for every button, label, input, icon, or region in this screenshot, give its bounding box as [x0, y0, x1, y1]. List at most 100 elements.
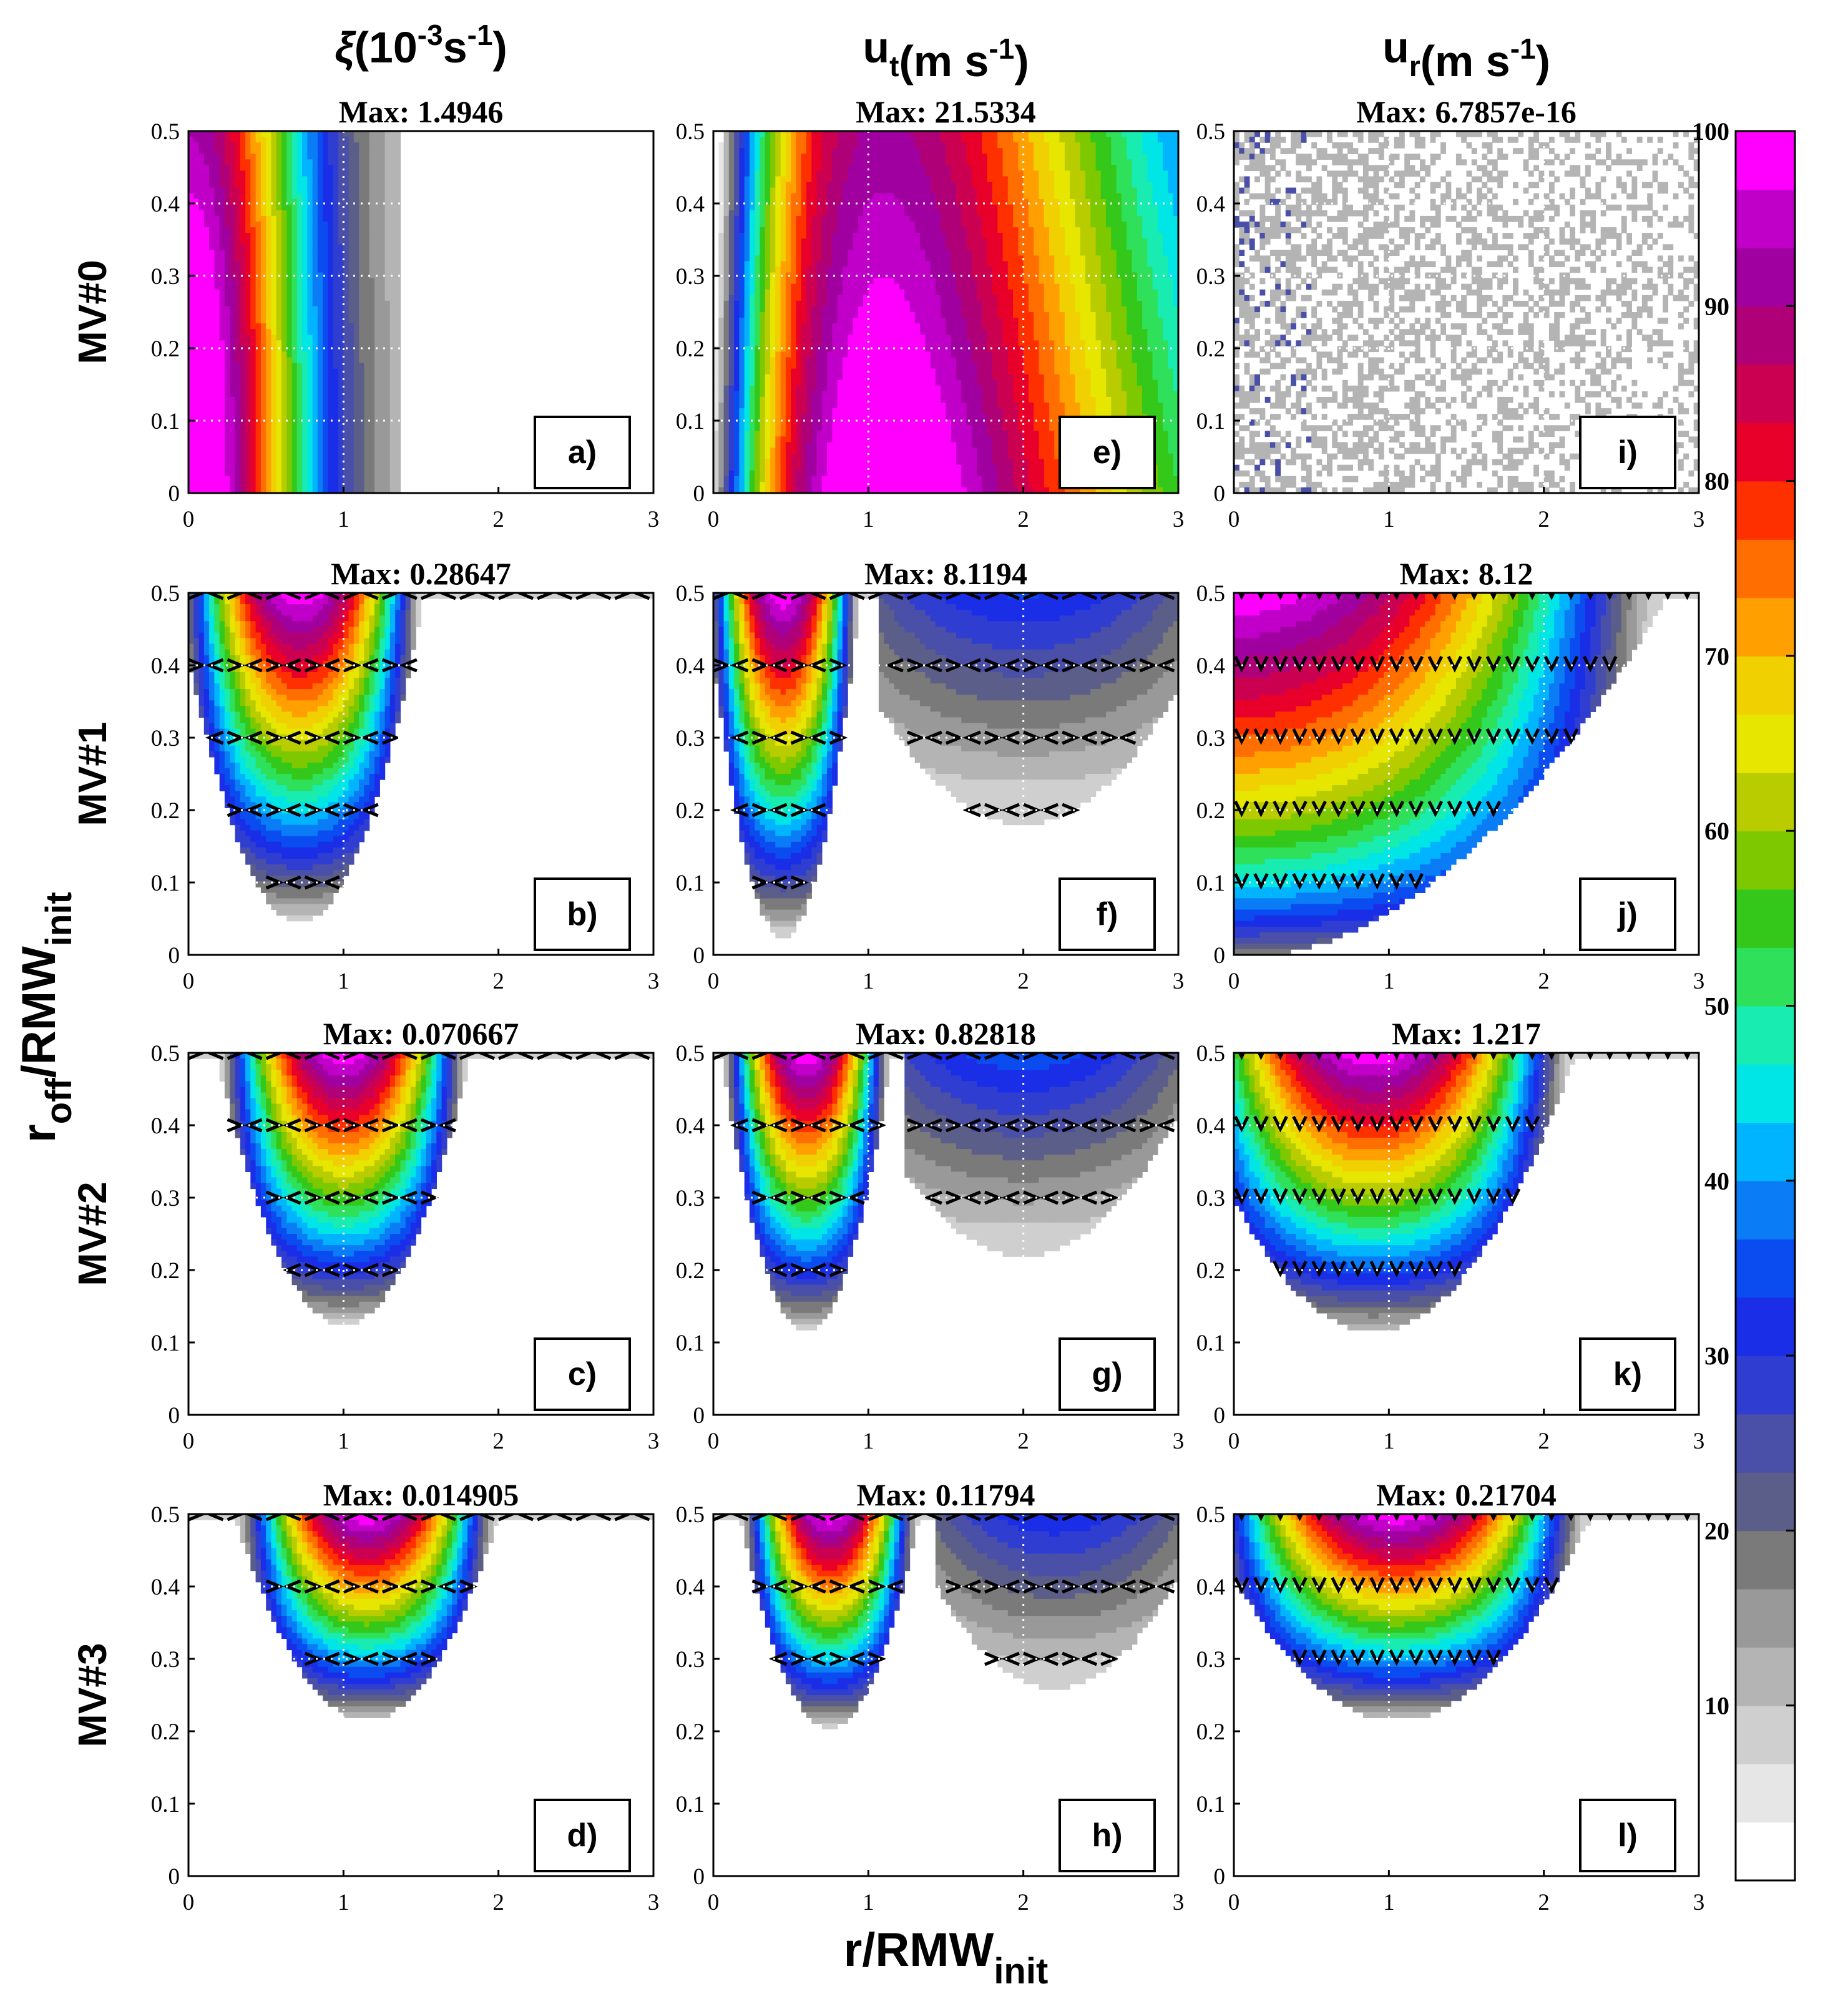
contour-cell — [291, 599, 298, 605]
contour-cell — [240, 1149, 246, 1155]
contour-cell — [250, 238, 257, 245]
contour-cell — [224, 768, 230, 775]
contour-cell — [188, 357, 194, 364]
contour-cell — [203, 351, 210, 358]
contour-cell — [188, 170, 194, 177]
contour-cell — [250, 672, 257, 678]
contour-cell — [328, 137, 334, 143]
contour-cell — [359, 768, 365, 775]
contour-cell — [384, 193, 391, 200]
contour-cell — [379, 312, 386, 318]
contour-cell — [240, 357, 246, 364]
contour-cell — [369, 408, 375, 414]
contour-cell — [235, 1058, 241, 1065]
contour-cell — [188, 318, 194, 324]
contour-cell — [250, 740, 257, 746]
contour-cell — [271, 278, 277, 285]
contour-cell — [343, 621, 350, 627]
contour-cell — [369, 689, 375, 695]
contour-cell — [245, 453, 251, 460]
contour-cell — [255, 706, 262, 712]
contour-cell — [323, 351, 329, 358]
contour-cell — [291, 255, 298, 262]
contour-cell — [369, 306, 375, 313]
contour-cell — [281, 159, 287, 165]
contour-cell — [271, 283, 277, 290]
contour-cell — [291, 723, 298, 730]
contour-cell — [379, 198, 386, 205]
contour-cell — [317, 615, 323, 622]
contour-cell — [317, 215, 323, 222]
contour-cell — [281, 148, 287, 154]
contour-cell — [384, 340, 391, 346]
contour-cell — [359, 677, 365, 684]
contour-cell — [214, 379, 220, 386]
contour-cell — [312, 464, 318, 471]
contour-cell — [193, 385, 200, 392]
contour-cell — [343, 283, 350, 290]
contour-cell — [328, 892, 334, 899]
contour-cell — [353, 459, 359, 466]
contour-cell — [276, 363, 282, 369]
contour-cell — [276, 638, 282, 645]
contour-cell — [359, 599, 365, 605]
contour-cell — [245, 351, 251, 358]
contour-cell — [255, 1155, 262, 1161]
contour-cell — [198, 436, 205, 443]
contour-cell — [323, 655, 329, 662]
contour-cell — [328, 244, 334, 250]
contour-cell — [286, 447, 293, 454]
contour-cell — [323, 266, 329, 273]
contour-cell — [240, 791, 246, 797]
contour-cell — [188, 283, 194, 290]
contour-cell — [359, 255, 365, 262]
contour-cell — [250, 706, 257, 712]
contour-cell — [250, 289, 257, 296]
contour-cell — [343, 210, 350, 217]
contour-cell — [369, 655, 375, 662]
contour-cell — [224, 403, 230, 409]
contour-cell — [235, 198, 241, 205]
contour-cell — [286, 751, 293, 758]
contour-cell — [400, 593, 406, 599]
contour-cell — [302, 915, 308, 922]
contour-cell — [193, 137, 200, 143]
contour-cell — [286, 711, 293, 718]
contour-cell — [271, 357, 277, 364]
contour-cell — [317, 357, 323, 364]
contour-cell — [240, 396, 246, 403]
contour-cell — [364, 250, 370, 256]
contour-cell — [395, 689, 401, 695]
contour-cell — [328, 791, 334, 797]
contour-cell — [307, 649, 313, 656]
contour-cell — [271, 615, 277, 622]
contour-cell — [384, 459, 391, 466]
contour-cell — [250, 1087, 257, 1093]
contour-cell — [291, 756, 298, 763]
contour-cell — [323, 677, 329, 684]
contour-cell — [369, 604, 375, 610]
contour-cell — [203, 403, 210, 409]
contour-cell — [338, 780, 344, 786]
contour-cell — [369, 255, 375, 262]
contour-cell — [214, 340, 220, 346]
contour-cell — [219, 751, 225, 758]
contour-cell — [353, 774, 359, 780]
contour-cell — [291, 689, 298, 695]
contour-cell — [405, 655, 411, 662]
contour-cell — [353, 711, 359, 718]
contour-cell — [353, 318, 359, 324]
contour-cell — [235, 215, 241, 222]
contour-cell — [353, 672, 359, 678]
contour-cell — [343, 453, 350, 460]
contour-cell — [260, 881, 266, 887]
contour-cell — [224, 329, 230, 335]
contour-cell — [389, 204, 396, 211]
contour-cell — [235, 222, 241, 228]
contour-cell — [353, 425, 359, 431]
contour-cell — [307, 403, 313, 409]
contour-cell — [328, 170, 334, 177]
contour-cell — [193, 182, 200, 188]
contour-cell — [260, 660, 266, 667]
contour-cell — [286, 476, 293, 482]
